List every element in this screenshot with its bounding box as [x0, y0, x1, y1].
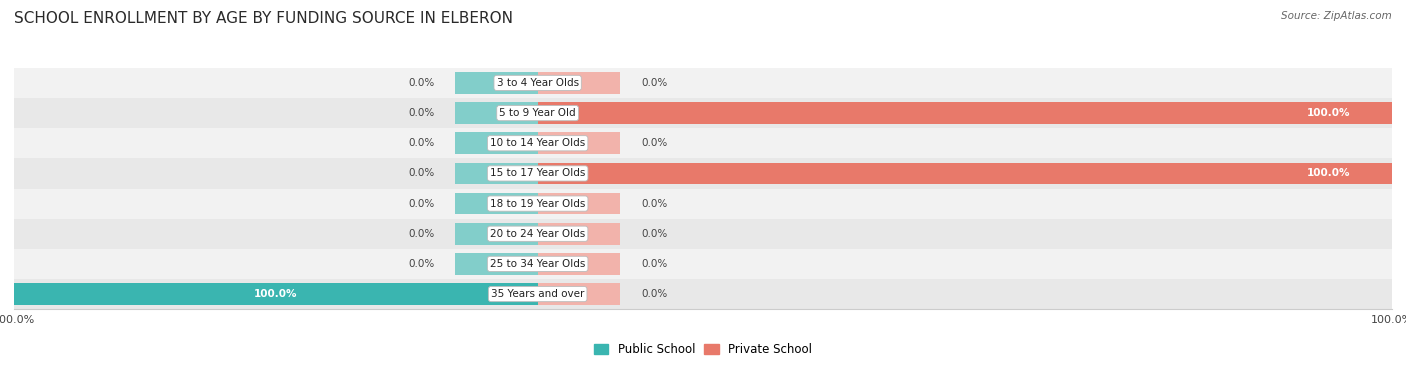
Text: 0.0%: 0.0%: [408, 138, 434, 148]
Text: 0.0%: 0.0%: [641, 229, 668, 239]
Text: SCHOOL ENROLLMENT BY AGE BY FUNDING SOURCE IN ELBERON: SCHOOL ENROLLMENT BY AGE BY FUNDING SOUR…: [14, 11, 513, 26]
Bar: [14, 219, 1392, 249]
Bar: [456, 253, 537, 275]
Text: 100.0%: 100.0%: [254, 289, 298, 299]
Bar: [14, 98, 1392, 128]
Bar: [537, 223, 620, 245]
Bar: [537, 283, 620, 305]
Bar: [537, 193, 620, 215]
Bar: [456, 193, 537, 215]
Text: 0.0%: 0.0%: [641, 199, 668, 208]
Bar: [456, 102, 537, 124]
Text: 35 Years and over: 35 Years and over: [491, 289, 585, 299]
Text: 0.0%: 0.0%: [641, 138, 668, 148]
Bar: [537, 132, 620, 154]
Text: 0.0%: 0.0%: [408, 229, 434, 239]
Bar: [14, 128, 1392, 158]
Text: 0.0%: 0.0%: [408, 108, 434, 118]
Bar: [456, 223, 537, 245]
Text: 15 to 17 Year Olds: 15 to 17 Year Olds: [489, 169, 585, 178]
Text: 3 to 4 Year Olds: 3 to 4 Year Olds: [496, 78, 579, 88]
Bar: [537, 72, 620, 94]
Text: 20 to 24 Year Olds: 20 to 24 Year Olds: [491, 229, 585, 239]
Legend: Public School, Private School: Public School, Private School: [593, 343, 813, 356]
Bar: [456, 132, 537, 154]
Text: 0.0%: 0.0%: [408, 199, 434, 208]
Bar: [14, 68, 1392, 98]
Text: 0.0%: 0.0%: [408, 259, 434, 269]
Text: 0.0%: 0.0%: [641, 259, 668, 269]
Bar: [14, 283, 537, 305]
Bar: [14, 249, 1392, 279]
Bar: [537, 102, 1392, 124]
Text: 0.0%: 0.0%: [408, 78, 434, 88]
Bar: [14, 188, 1392, 219]
Text: 0.0%: 0.0%: [408, 169, 434, 178]
Bar: [456, 72, 537, 94]
Bar: [14, 158, 1392, 188]
Bar: [537, 162, 1392, 184]
Bar: [14, 279, 1392, 309]
Text: 18 to 19 Year Olds: 18 to 19 Year Olds: [489, 199, 585, 208]
Text: 10 to 14 Year Olds: 10 to 14 Year Olds: [491, 138, 585, 148]
Bar: [456, 162, 537, 184]
Bar: [537, 253, 620, 275]
Text: 0.0%: 0.0%: [641, 289, 668, 299]
Text: 5 to 9 Year Old: 5 to 9 Year Old: [499, 108, 576, 118]
Text: 25 to 34 Year Olds: 25 to 34 Year Olds: [489, 259, 585, 269]
Text: 100.0%: 100.0%: [1308, 169, 1351, 178]
Text: 0.0%: 0.0%: [641, 78, 668, 88]
Text: Source: ZipAtlas.com: Source: ZipAtlas.com: [1281, 11, 1392, 21]
Text: 100.0%: 100.0%: [1308, 108, 1351, 118]
